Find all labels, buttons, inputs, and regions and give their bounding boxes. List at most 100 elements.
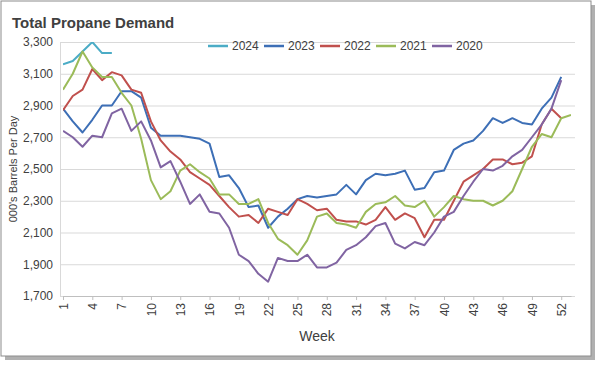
legend: 2024 2023 2022 2021 2020 (208, 39, 483, 53)
x-tick-label: 25 (291, 303, 305, 317)
x-tick: 37 (408, 296, 422, 316)
lines (63, 42, 571, 282)
x-tick-mark (210, 296, 211, 300)
x-tick: 4 (86, 296, 100, 310)
x-tick: 31 (350, 296, 364, 316)
x-tick: 7 (115, 296, 129, 310)
chart: Total Propane Demand 1,700 1,900 2,100 2,300… (0, 0, 600, 365)
x-tick-mark (356, 296, 357, 300)
y-tick-label: 2,300 (23, 194, 53, 208)
x-tick-mark (63, 296, 64, 300)
x-tick-mark (122, 296, 123, 300)
y-tick: 3,100 (23, 67, 575, 81)
x-tick-label: 52 (555, 303, 569, 317)
legend-item: 2021 (376, 39, 427, 53)
x-tick-label: 34 (379, 303, 393, 317)
x-tick-mark (297, 296, 298, 300)
y-axis: 1,700 1,900 2,100 2,300 2,500 2,700 2,900 3,100… (23, 35, 575, 303)
legend-item: 2020 (432, 39, 483, 53)
y-gridline (60, 74, 575, 75)
series-line (63, 77, 561, 228)
x-tick-mark (503, 296, 504, 300)
series-line (63, 52, 571, 255)
x-tick-label: 1 (57, 303, 71, 310)
y-tick-label: 2,700 (23, 131, 53, 145)
y-gridline (60, 42, 575, 43)
x-axis: 1 4 7 10 13 16 19 22 25 28 31 34 37 40 43 46 49 52 (57, 296, 572, 316)
x-tick: 43 (467, 296, 481, 316)
x-tick-label: 19 (233, 303, 247, 317)
y-tick-label: 2,100 (23, 226, 53, 240)
x-tick-mark (92, 296, 93, 300)
x-tick-mark (268, 296, 269, 300)
x-tick-label: 40 (438, 303, 452, 317)
y-tick-label: 2,900 (23, 99, 53, 113)
x-tick: 22 (262, 296, 276, 316)
x-tick-label: 4 (86, 303, 100, 310)
y-gridline (60, 137, 575, 138)
x-tick: 52 (555, 296, 569, 316)
y-tick: 2,100 (23, 226, 575, 240)
x-tick: 34 (379, 296, 393, 316)
x-tick-label: 43 (467, 303, 481, 317)
x-tick: 40 (438, 296, 452, 316)
y-gridline (60, 201, 575, 202)
series-line (63, 80, 561, 282)
x-tick: 16 (203, 296, 217, 316)
legend-label: 2024 (232, 39, 259, 53)
x-tick-mark (444, 296, 445, 300)
x-tick: 1 (57, 296, 71, 310)
x-tick: 28 (320, 296, 334, 316)
x-tick-label: 22 (262, 303, 276, 317)
x-tick-mark (473, 296, 474, 300)
x-tick-label: 37 (408, 303, 422, 317)
y-tick: 2,700 (23, 131, 575, 145)
x-tick-label: 46 (496, 303, 510, 317)
title: Total Propane Demand (12, 14, 174, 31)
y-gridline (60, 296, 575, 297)
x-tick-label: 13 (174, 303, 188, 317)
y-tick-label: 2,500 (23, 162, 53, 176)
y-tick: 2,500 (23, 162, 575, 176)
legend-label: 2021 (400, 39, 427, 53)
legend-item: 2022 (320, 39, 371, 53)
legend-item: 2024 (208, 39, 259, 53)
x-tick-mark (180, 296, 181, 300)
x-tick-label: 16 (203, 303, 217, 317)
legend-label: 2020 (456, 39, 483, 53)
x-tick-mark (561, 296, 562, 300)
x-tick-label: 7 (115, 303, 129, 310)
x-tick: 10 (145, 296, 159, 316)
y-gridline (60, 106, 575, 107)
y-gridline (60, 264, 575, 265)
y-tick-label: 1,700 (23, 289, 53, 303)
x-tick-mark (151, 296, 152, 300)
y-gridline (60, 233, 575, 234)
legend-swatch (376, 45, 396, 48)
y-tick-label: 1,900 (23, 258, 53, 272)
x-tick-label: 28 (320, 303, 334, 317)
x-tick-label: 10 (145, 303, 159, 317)
x-tick: 49 (526, 296, 540, 316)
y-tick: 1,700 (23, 289, 575, 303)
legend-swatch (208, 45, 228, 48)
y-tick-label: 3,100 (23, 67, 53, 81)
legend-label: 2023 (288, 39, 315, 53)
legend-swatch (264, 45, 284, 48)
legend-item: 2023 (264, 39, 315, 53)
x-axis-line (64, 296, 572, 297)
legend-swatch (432, 45, 452, 48)
x-tick-mark (385, 296, 386, 300)
x-tick-mark (415, 296, 416, 300)
legend-label: 2022 (344, 39, 371, 53)
x-tick: 25 (291, 296, 305, 316)
x-axis-title: Week (299, 328, 336, 344)
x-tick-label: 31 (350, 303, 364, 317)
x-tick-mark (327, 296, 328, 300)
x-tick-label: 49 (526, 303, 540, 317)
frame (1, 1, 591, 356)
y-axis-title: 000's Barrels Per Day (7, 115, 19, 222)
y-tick-label: 3,300 (23, 35, 53, 49)
series-line (63, 69, 561, 237)
x-tick-mark (239, 296, 240, 300)
